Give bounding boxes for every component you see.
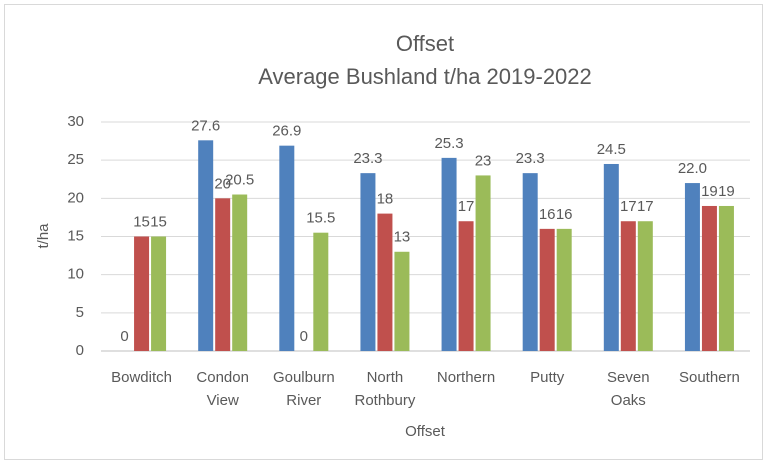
x-tick-label: North Rothbury bbox=[355, 369, 416, 409]
data-label: 19 bbox=[718, 183, 735, 200]
bar bbox=[684, 183, 700, 351]
data-label: 20.5 bbox=[225, 171, 254, 188]
y-tick-label: 10 bbox=[67, 266, 84, 283]
bar bbox=[198, 140, 214, 351]
y-axis-title: t/ha bbox=[35, 223, 52, 249]
bar bbox=[539, 228, 555, 351]
data-label: 15 bbox=[150, 213, 167, 230]
bar bbox=[394, 251, 410, 351]
bar bbox=[313, 232, 329, 351]
data-label: 0 bbox=[120, 328, 128, 345]
bar bbox=[279, 145, 295, 351]
data-label: 19 bbox=[701, 183, 718, 200]
x-tick-label: Northern bbox=[437, 369, 495, 386]
y-tick-label: 25 bbox=[67, 151, 84, 168]
bar bbox=[232, 194, 248, 351]
x-tick-label: Bowditch bbox=[111, 369, 172, 386]
bar bbox=[215, 198, 231, 351]
data-label: 27.6 bbox=[191, 117, 220, 134]
y-tick-label: 20 bbox=[67, 189, 84, 206]
bar bbox=[701, 205, 717, 351]
bar bbox=[475, 175, 491, 351]
data-label: 18 bbox=[377, 191, 394, 208]
bar bbox=[377, 213, 393, 351]
data-label: 23.3 bbox=[516, 150, 545, 167]
x-tick-label: Southern bbox=[679, 369, 740, 386]
x-tick-label: Seven Oaks bbox=[607, 369, 650, 409]
bar bbox=[522, 173, 538, 351]
y-tick-label: 5 bbox=[76, 304, 84, 321]
data-label: 20 bbox=[214, 175, 231, 192]
x-tick-label: Putty bbox=[530, 369, 565, 386]
data-label: 16 bbox=[539, 206, 556, 223]
bar bbox=[458, 221, 474, 351]
data-label: 0 bbox=[300, 328, 308, 345]
bar bbox=[620, 221, 636, 351]
data-label: 15.5 bbox=[306, 210, 335, 227]
x-tick-label: Goulburn River bbox=[273, 369, 335, 409]
bar bbox=[603, 163, 619, 351]
y-tick-label: 0 bbox=[76, 342, 84, 359]
bar bbox=[556, 228, 572, 351]
data-label: 25.3 bbox=[434, 135, 463, 152]
chart-subtitle: Average Bushland t/ha 2019-2022 bbox=[258, 64, 592, 89]
data-label: 16 bbox=[556, 206, 573, 223]
data-label: 23.3 bbox=[353, 150, 382, 167]
data-label: 17 bbox=[637, 198, 654, 215]
bar bbox=[718, 205, 734, 351]
data-label: 13 bbox=[394, 229, 411, 246]
data-label: 15 bbox=[133, 213, 150, 230]
chart-title: Offset bbox=[396, 31, 454, 56]
bar bbox=[134, 236, 150, 351]
data-label: 17 bbox=[620, 198, 637, 215]
data-label: 22.0 bbox=[678, 160, 707, 177]
bar bbox=[637, 221, 653, 351]
data-label: 17 bbox=[458, 198, 475, 215]
bar bbox=[360, 173, 376, 351]
data-label: 24.5 bbox=[597, 141, 626, 158]
bar bbox=[151, 236, 167, 351]
x-tick-label: Condon View bbox=[196, 369, 249, 409]
data-label: 23 bbox=[475, 152, 492, 169]
x-axis-title: Offset bbox=[405, 423, 446, 440]
y-tick-label: 15 bbox=[67, 227, 84, 244]
data-label: 26.9 bbox=[272, 123, 301, 140]
y-tick-label: 30 bbox=[67, 113, 84, 130]
bar bbox=[441, 157, 457, 351]
